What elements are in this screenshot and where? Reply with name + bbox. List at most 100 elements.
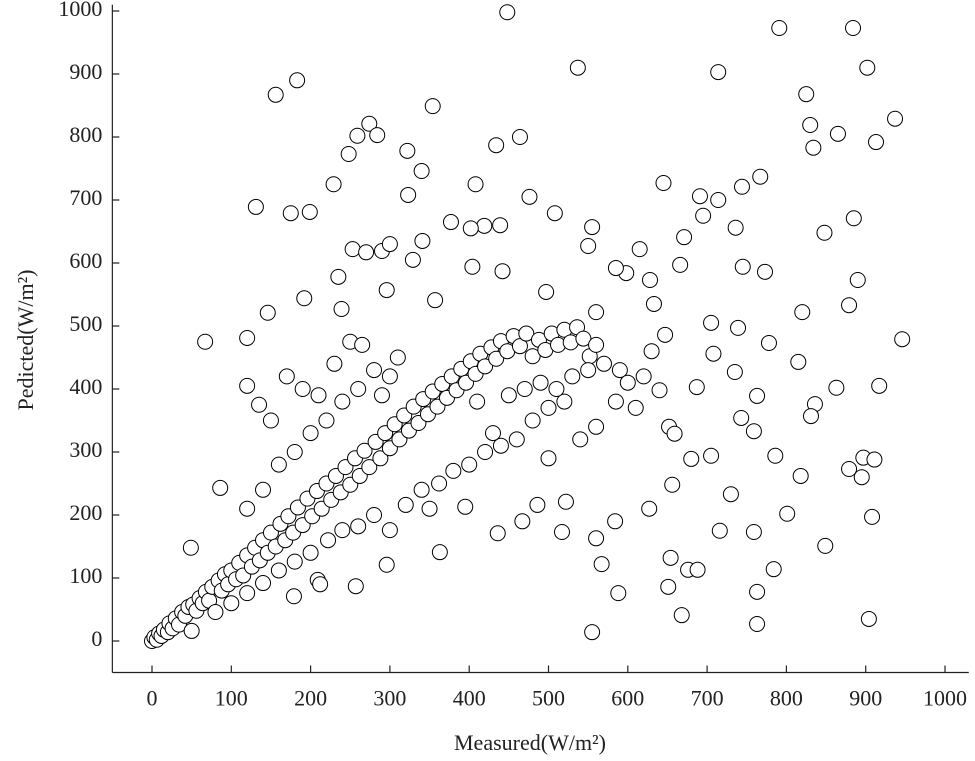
y-tick-label: 0 (91, 626, 102, 651)
data-point (467, 176, 484, 193)
data-point (366, 507, 383, 523)
data-point (239, 329, 256, 346)
data-point (866, 451, 883, 468)
data-point (868, 134, 885, 151)
data-point (546, 205, 563, 222)
data-point (302, 544, 319, 561)
data-point (841, 461, 858, 478)
data-point (431, 475, 448, 492)
data-point (580, 362, 597, 379)
x-tick-label: 300 (373, 686, 406, 711)
data-point (733, 178, 750, 195)
data-point (340, 146, 357, 163)
x-tick-label: 700 (691, 686, 724, 711)
data-point (734, 258, 751, 275)
data-point (492, 217, 509, 234)
data-point (859, 59, 876, 76)
x-tick-label: 500 (532, 686, 565, 711)
data-point (662, 549, 679, 566)
data-point (730, 319, 747, 336)
data-point (596, 355, 613, 372)
data-point (469, 393, 486, 410)
data-point (749, 615, 766, 632)
data-point (710, 192, 727, 208)
data-point (369, 127, 386, 144)
data-point (540, 450, 557, 467)
data-point (572, 431, 589, 448)
data-point (651, 382, 668, 399)
data-point (727, 219, 744, 236)
data-point (344, 241, 361, 258)
data-point (703, 314, 720, 331)
data-point (722, 486, 739, 503)
y-tick-label: 400 (69, 374, 102, 399)
data-point (289, 72, 306, 89)
data-point (556, 393, 573, 410)
data-point (414, 232, 431, 249)
data-point (251, 396, 268, 413)
data-point (532, 374, 549, 391)
data-point (239, 377, 256, 394)
data-point (484, 425, 501, 442)
data-point (511, 129, 528, 145)
data-point (645, 295, 662, 312)
data-point (584, 219, 601, 236)
data-point (381, 522, 398, 539)
data-point (524, 412, 541, 429)
data-point (752, 168, 769, 185)
data-point (705, 345, 722, 362)
y-tick-label: 500 (69, 311, 102, 336)
data-point (381, 368, 398, 385)
data-point (267, 86, 284, 103)
data-point (841, 297, 858, 314)
y-tick-label: 1000 (58, 0, 102, 21)
data-point (584, 624, 601, 641)
data-point (673, 607, 690, 624)
data-point (691, 188, 708, 205)
data-point (760, 335, 777, 352)
data-point (588, 530, 605, 547)
data-point (312, 576, 329, 593)
data-point (749, 387, 766, 404)
data-point (489, 525, 506, 542)
data-point (494, 263, 511, 280)
data-point (477, 358, 494, 375)
data-point (853, 469, 870, 486)
data-point (347, 578, 364, 595)
data-point (511, 338, 528, 355)
data-point (664, 476, 681, 493)
data-point (318, 412, 335, 429)
data-point (871, 377, 888, 394)
data-point (320, 532, 337, 549)
data-point (588, 304, 605, 321)
data-point (529, 496, 546, 513)
data-point (524, 348, 541, 365)
data-point (575, 330, 592, 347)
data-point (828, 379, 845, 396)
data-point (672, 256, 689, 273)
data-point (657, 326, 674, 343)
data-point (285, 588, 302, 605)
data-point (695, 207, 712, 224)
x-tick-label: 1000 (923, 686, 967, 711)
data-point (643, 343, 660, 360)
data-point (373, 387, 390, 404)
data-point (767, 447, 784, 464)
data-point (366, 362, 383, 379)
data-point (642, 272, 659, 289)
data-point (569, 59, 586, 76)
data-point (792, 467, 809, 484)
data-point (611, 362, 628, 379)
data-point (354, 336, 371, 353)
data-point (326, 355, 343, 372)
data-point (641, 500, 658, 517)
data-point (516, 381, 533, 397)
data-point (464, 258, 481, 275)
data-point (627, 399, 644, 416)
data-point (790, 353, 807, 370)
plot-area: 0 100 200 300 400 500 600 700 800 900 1000 0 100 200 3… (58, 0, 969, 711)
data-point (829, 125, 846, 142)
data-point (660, 578, 677, 595)
data-point (794, 304, 811, 321)
